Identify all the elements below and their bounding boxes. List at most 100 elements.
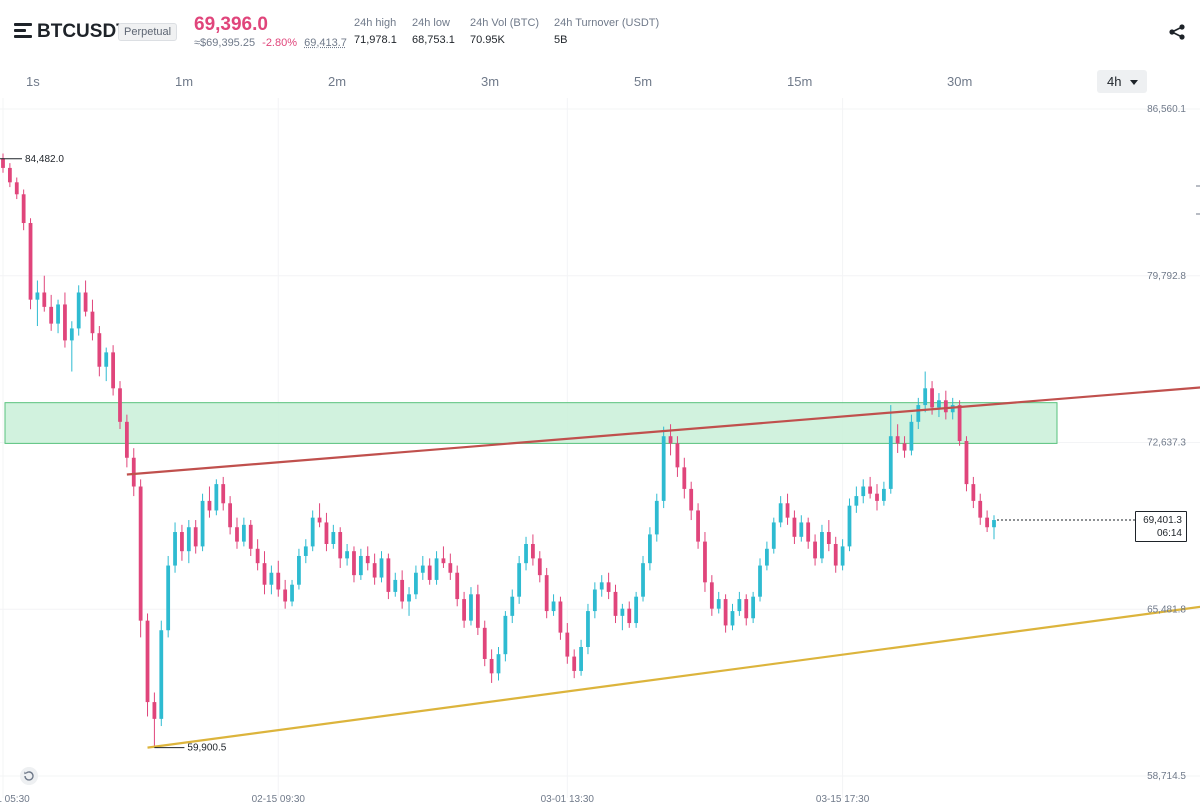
candle-body bbox=[324, 522, 329, 544]
candle-body bbox=[193, 527, 198, 547]
candle-body bbox=[152, 702, 157, 719]
candle-body bbox=[434, 558, 439, 580]
stat-label: 24h low bbox=[412, 17, 450, 29]
candle-body bbox=[599, 582, 604, 590]
x-tick-label: 03-01 13:30 bbox=[541, 794, 595, 805]
candle-body bbox=[90, 311, 95, 334]
tab-interval-3m[interactable]: 3m bbox=[481, 74, 500, 89]
x-tick-label: 02-01 05:30 bbox=[0, 794, 30, 805]
candle-body bbox=[668, 436, 673, 444]
candle-body bbox=[131, 457, 136, 487]
menu-icon[interactable] bbox=[14, 23, 32, 39]
tab-interval-2m[interactable]: 2m bbox=[328, 74, 347, 89]
candle-body bbox=[372, 563, 377, 578]
tab-interval-5m[interactable]: 5m bbox=[634, 74, 653, 89]
candle-body bbox=[902, 443, 907, 451]
y-tick-label: 58,714.5 bbox=[1147, 771, 1186, 782]
candle-body bbox=[510, 596, 515, 616]
candle-body bbox=[723, 599, 728, 626]
candle-body bbox=[69, 328, 74, 341]
candle-body bbox=[847, 505, 852, 547]
candle-body bbox=[200, 500, 205, 547]
mark-price[interactable]: 69,413.7 bbox=[304, 37, 347, 49]
candle-body bbox=[696, 510, 700, 542]
candle-body bbox=[283, 589, 288, 602]
candle-body bbox=[297, 555, 301, 585]
stat-value: 70.95K bbox=[470, 34, 505, 46]
candle-body bbox=[751, 596, 756, 619]
candle-body bbox=[469, 594, 473, 621]
candle-body bbox=[765, 548, 769, 566]
tab-interval-30m[interactable]: 30m bbox=[947, 74, 973, 89]
share-icon[interactable] bbox=[1168, 23, 1186, 41]
candle-body bbox=[420, 565, 425, 573]
interval-dropdown[interactable]: 4h bbox=[1097, 70, 1147, 93]
tab-interval-1m[interactable]: 1m bbox=[175, 74, 194, 89]
candle-body bbox=[214, 484, 219, 511]
candle-body bbox=[778, 503, 783, 523]
chart-grid bbox=[0, 98, 1200, 798]
candle-body bbox=[7, 167, 12, 183]
candle-body bbox=[826, 532, 831, 544]
candle-body bbox=[758, 565, 762, 597]
candle-body bbox=[138, 486, 143, 621]
candle-body bbox=[861, 486, 866, 497]
candle-body bbox=[868, 486, 873, 494]
last-price-value: 69,401.3 bbox=[1143, 515, 1182, 526]
reset-chart-icon[interactable] bbox=[20, 767, 38, 785]
candle-body bbox=[744, 599, 749, 619]
y-axis: 86,560.1 79,792.8 72,637.3 65,481.8 58,714.5 bbox=[1147, 104, 1200, 782]
high-marker-label: 84,482.0 bbox=[25, 154, 64, 165]
candle-body bbox=[76, 292, 81, 329]
candle-body bbox=[462, 599, 466, 621]
candle-body bbox=[930, 388, 934, 408]
candle-body bbox=[173, 532, 177, 566]
candle-body bbox=[730, 611, 735, 626]
candle-body bbox=[551, 601, 556, 612]
candle-body bbox=[166, 565, 171, 631]
candle-body bbox=[303, 546, 308, 556]
stat-24h-volume: 24h Vol (BTC) 70.95K bbox=[470, 17, 539, 46]
price-chart[interactable]: 86,560.1 79,792.8 72,637.3 65,481.8 58,714.5… bbox=[0, 98, 1200, 811]
candle-body bbox=[49, 306, 54, 324]
stat-label: 24h high bbox=[354, 17, 397, 29]
candle-body bbox=[207, 500, 212, 511]
candle-body bbox=[895, 436, 900, 444]
candle-body bbox=[875, 493, 879, 501]
stat-value: 68,753.1 bbox=[412, 34, 455, 46]
candle-body bbox=[489, 658, 494, 674]
candle-body bbox=[221, 484, 226, 504]
last-price: 69,396.0 bbox=[194, 14, 268, 35]
candle-body bbox=[689, 488, 694, 511]
tab-interval-1s[interactable]: 1s bbox=[26, 74, 40, 89]
candle-body bbox=[799, 522, 804, 537]
stat-label: 24h Turnover (USDT) bbox=[554, 17, 660, 29]
candle-body bbox=[592, 589, 597, 612]
candle-body bbox=[42, 292, 47, 307]
candle-body bbox=[21, 194, 26, 224]
supply-zone bbox=[4, 402, 1058, 444]
candle-body bbox=[957, 405, 962, 441]
candle-body bbox=[709, 582, 714, 609]
candle-body bbox=[407, 594, 411, 602]
candle-body bbox=[771, 522, 776, 549]
candle-body bbox=[840, 546, 845, 566]
candle-body bbox=[235, 527, 239, 542]
candle-body bbox=[269, 572, 274, 585]
candle-body bbox=[475, 594, 480, 628]
tab-interval-15m[interactable]: 15m bbox=[787, 74, 813, 89]
symbol-name[interactable]: BTCUSDT bbox=[37, 21, 128, 42]
x-tick-label: 03-15 17:30 bbox=[816, 794, 870, 805]
index-price: ≈$69,395.25 bbox=[194, 37, 256, 49]
candle-body bbox=[792, 517, 797, 537]
low-marker-label: 59,900.5 bbox=[187, 743, 226, 754]
candle-body bbox=[276, 572, 281, 590]
trendlines bbox=[126, 386, 1200, 749]
candle-body bbox=[111, 352, 116, 389]
candle-body bbox=[35, 292, 40, 300]
candle-body bbox=[228, 503, 232, 528]
candle-body bbox=[290, 584, 294, 602]
candle-body bbox=[992, 520, 996, 528]
candle-body bbox=[806, 522, 811, 542]
candle-body bbox=[97, 333, 102, 367]
